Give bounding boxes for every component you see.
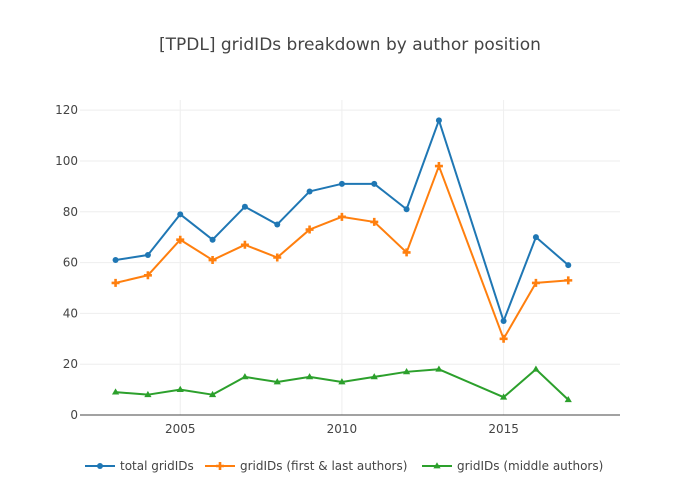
data-point bbox=[337, 212, 346, 221]
legend-label: gridIDs (middle authors) bbox=[457, 459, 603, 473]
axes: 0 20 40 60 80 100 120 2005 2010 2015 bbox=[55, 103, 620, 436]
legend-marker bbox=[216, 462, 224, 470]
data-point bbox=[144, 251, 151, 258]
data-point bbox=[177, 211, 184, 218]
data-point bbox=[241, 373, 249, 380]
data-point bbox=[435, 365, 443, 372]
data-point bbox=[500, 318, 507, 325]
y-tick-label: 100 bbox=[55, 154, 78, 168]
data-point bbox=[306, 188, 313, 195]
data-point bbox=[402, 248, 411, 257]
y-tick-label: 0 bbox=[70, 408, 78, 422]
data-point bbox=[371, 180, 378, 187]
data-point bbox=[143, 271, 152, 280]
data-point bbox=[111, 388, 120, 395]
data-point bbox=[370, 373, 378, 380]
data-point bbox=[305, 225, 314, 234]
data-point bbox=[274, 221, 281, 228]
data-point bbox=[273, 378, 281, 385]
x-tick-label: 2010 bbox=[327, 422, 358, 436]
data-point bbox=[402, 368, 411, 375]
data-point bbox=[144, 390, 152, 398]
data-point bbox=[564, 276, 573, 285]
y-tick-label: 60 bbox=[63, 256, 78, 270]
data-point bbox=[208, 256, 217, 265]
data-point bbox=[564, 395, 572, 403]
legend-label: gridIDs (first & last authors) bbox=[240, 459, 407, 473]
data-point bbox=[208, 390, 217, 398]
series-2 bbox=[111, 162, 573, 343]
data-point bbox=[176, 385, 184, 392]
data-point bbox=[111, 278, 120, 287]
legend-marker bbox=[433, 462, 441, 469]
y-tick-label: 20 bbox=[63, 357, 78, 371]
series-line bbox=[115, 165, 569, 340]
data-point bbox=[112, 257, 119, 264]
series-3 bbox=[111, 365, 572, 403]
data-point bbox=[338, 378, 346, 385]
y-tick-label: 40 bbox=[63, 306, 78, 320]
data-point bbox=[499, 393, 508, 400]
x-tick-label: 2015 bbox=[488, 422, 519, 436]
data-point bbox=[531, 278, 540, 287]
series-line bbox=[115, 119, 569, 323]
series-group bbox=[111, 117, 573, 403]
data-point bbox=[305, 373, 314, 380]
legend-item[interactable]: gridIDs (first & last authors) bbox=[205, 459, 407, 473]
series-1 bbox=[112, 117, 572, 325]
grid bbox=[80, 100, 620, 415]
data-point bbox=[435, 117, 442, 124]
data-point bbox=[403, 206, 410, 213]
x-tick-label: 2005 bbox=[165, 422, 196, 436]
data-point bbox=[565, 262, 572, 269]
data-point bbox=[434, 162, 443, 171]
data-point bbox=[532, 234, 539, 241]
series-line bbox=[115, 368, 569, 401]
data-point bbox=[499, 334, 508, 343]
y-tick-label: 120 bbox=[55, 103, 78, 117]
data-point bbox=[273, 253, 282, 262]
legend-item[interactable]: total gridIDs bbox=[85, 459, 194, 473]
data-point bbox=[176, 235, 185, 244]
data-point bbox=[241, 203, 248, 210]
legend[interactable]: total gridIDs gridIDs (first & last autho… bbox=[85, 459, 603, 473]
data-point bbox=[370, 217, 379, 226]
data-point bbox=[338, 180, 345, 187]
data-point bbox=[209, 236, 216, 243]
legend-marker bbox=[97, 463, 103, 469]
chart-title: [TPDL] gridIDs breakdown by author posit… bbox=[159, 35, 541, 55]
data-point bbox=[532, 365, 540, 372]
legend-item[interactable]: gridIDs (middle authors) bbox=[422, 459, 603, 473]
data-point bbox=[240, 240, 249, 249]
y-tick-label: 80 bbox=[63, 205, 78, 219]
legend-label: total gridIDs bbox=[120, 459, 194, 473]
